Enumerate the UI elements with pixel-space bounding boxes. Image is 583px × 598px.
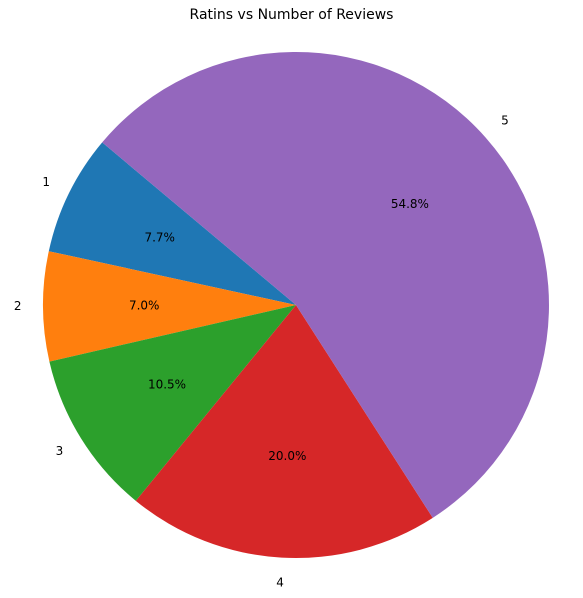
chart-title: Ratins vs Number of Reviews	[189, 7, 394, 23]
pie-slice-3	[49, 305, 296, 501]
pie-slice-2	[43, 251, 296, 362]
slice-category-label-3: 3	[56, 444, 64, 458]
pie-slice-1	[48, 142, 296, 305]
slice-percent-label-2: 7.0%	[129, 298, 160, 312]
pie-labels: 7.7% 1 7.0% 2 10.5% 3 20.0% 4 54.8% 5	[14, 114, 509, 590]
pie-slices	[43, 52, 549, 559]
slice-category-label-2: 2	[14, 299, 22, 313]
pie-slice-5	[102, 52, 549, 518]
slice-percent-label-5: 54.8%	[391, 197, 429, 211]
slice-percent-label-4: 20.0%	[268, 449, 306, 463]
slice-percent-label-1: 7.7%	[144, 231, 175, 245]
slice-percent-label-3: 10.5%	[148, 378, 186, 392]
pie-slice-4	[135, 305, 433, 559]
slice-category-label-5: 5	[501, 114, 509, 128]
slice-category-label-4: 4	[276, 575, 284, 589]
slice-category-label-1: 1	[42, 175, 50, 189]
